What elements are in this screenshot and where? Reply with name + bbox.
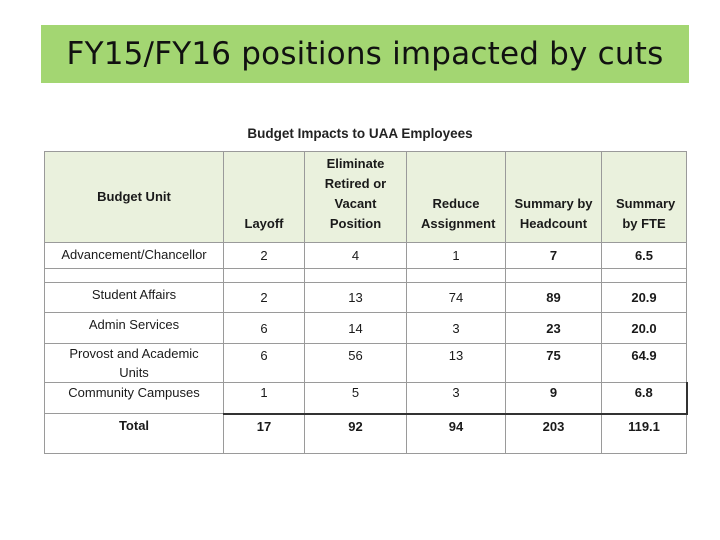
header-budget-unit: Budget Unit [44, 151, 224, 243]
total-headcount: 203 [505, 412, 602, 454]
row-eliminate: 13 [304, 282, 407, 313]
header-row: Budget Unit Layoff Eliminate Retired or … [44, 151, 687, 243]
row-headcount: 9 [505, 382, 602, 414]
budget-impacts-table: Budget Unit Layoff Eliminate Retired or … [44, 151, 688, 454]
total-layoff: 17 [223, 412, 305, 454]
row-budget-unit: Student Affairs [44, 282, 224, 313]
header-layoff: Layoff [223, 151, 305, 243]
row-reduce: 74 [406, 282, 506, 313]
row-reduce: 1 [406, 242, 506, 269]
row-reduce: 13 [406, 343, 506, 383]
header-reduce: Reduce Assignment [406, 151, 506, 243]
row-fte: 20.9 [601, 282, 687, 313]
title-banner: FY15/FY16 positions impacted by cuts [41, 25, 689, 83]
row-layoff: 6 [223, 343, 305, 383]
table-caption: Budget Impacts to UAA Employees [247, 126, 473, 141]
row-reduce: 3 [406, 382, 506, 414]
row-headcount: 89 [505, 282, 602, 313]
spacer-row [44, 268, 687, 283]
header-headcount: Summary by Headcount [505, 151, 602, 243]
total-label: Total [44, 413, 224, 454]
row-eliminate: 4 [304, 242, 407, 269]
row-layoff: 2 [223, 242, 305, 269]
row-fte: 6.5 [601, 242, 687, 269]
row-fte: 64.9 [601, 343, 687, 383]
table-row: Community Campuses 1 5 3 9 6.8 [44, 382, 688, 414]
total-eliminate: 92 [304, 412, 407, 454]
row-budget-unit: Advancement/Chancellor [44, 242, 224, 269]
row-budget-unit: Admin Services [44, 312, 224, 344]
row-fte: 6.8 [601, 382, 688, 414]
row-budget-unit: Community Campuses [44, 382, 224, 414]
total-row: Total 17 92 94 203 119.1 [44, 412, 687, 454]
total-fte: 119.1 [601, 412, 687, 454]
row-eliminate: 14 [304, 312, 407, 344]
table-row: Student Affairs 2 13 74 89 20.9 [44, 282, 687, 313]
header-fte: Summary by FTE [601, 151, 687, 243]
row-eliminate: 5 [304, 382, 407, 414]
table-row: Provost and Academic Units 6 56 13 75 64… [44, 343, 687, 383]
total-reduce: 94 [406, 412, 506, 454]
budget-table-container: Budget Unit Layoff Eliminate Retired or … [44, 151, 688, 454]
row-headcount: 23 [505, 312, 602, 344]
row-layoff: 1 [223, 382, 305, 414]
row-headcount: 75 [505, 343, 602, 383]
row-reduce: 3 [406, 312, 506, 344]
table-row: Advancement/Chancellor 2 4 1 7 6.5 [44, 242, 687, 269]
slide-title: FY15/FY16 positions impacted by cuts [66, 36, 664, 72]
row-fte: 20.0 [601, 312, 687, 344]
row-eliminate: 56 [304, 343, 407, 383]
table-row: Admin Services 6 14 3 23 20.0 [44, 312, 687, 344]
header-eliminate: Eliminate Retired or Vacant Position [304, 151, 407, 243]
row-budget-unit: Provost and Academic Units [44, 343, 224, 383]
row-headcount: 7 [505, 242, 602, 269]
row-layoff: 2 [223, 282, 305, 313]
row-layoff: 6 [223, 312, 305, 344]
